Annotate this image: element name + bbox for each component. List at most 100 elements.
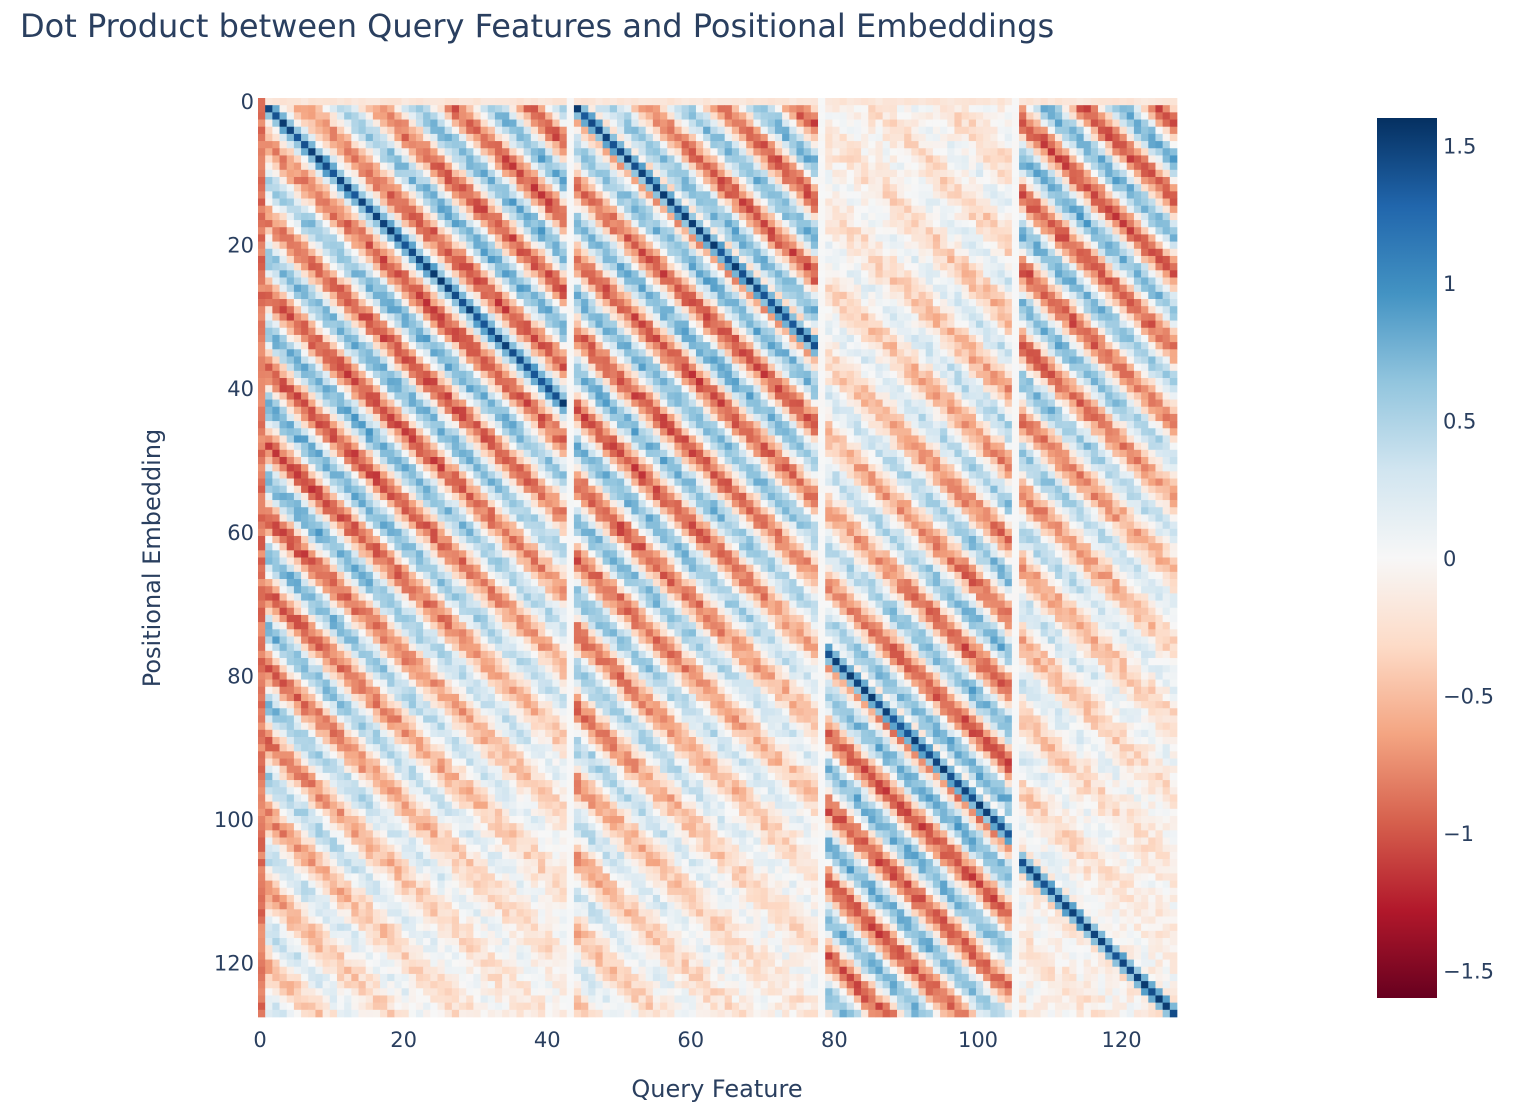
heatmap-cell [545, 198, 553, 207]
heatmap-cell [401, 220, 410, 228]
heatmap-cell [423, 291, 431, 300]
heatmap-cell [753, 313, 761, 321]
heatmap-cell [1090, 133, 1099, 142]
heatmap-cell [710, 133, 718, 142]
heatmap-cell [538, 176, 546, 185]
heatmap-cell [1011, 162, 1020, 171]
heatmap-cell [573, 342, 582, 350]
heatmap-cell [731, 126, 740, 135]
heatmap-cell [437, 327, 446, 336]
heatmap-cell [983, 306, 991, 314]
heatmap-cell [466, 291, 474, 300]
heatmap-cell [265, 277, 273, 286]
heatmap-cell [588, 105, 596, 113]
heatmap-cell [293, 263, 302, 271]
heatmap-cell [724, 277, 733, 286]
heatmap-cell [846, 212, 855, 221]
heatmap-cell [308, 320, 316, 329]
heatmap-cell [286, 370, 295, 379]
heatmap-cell [487, 105, 496, 113]
heatmap-cell [674, 284, 682, 293]
heatmap-cell [1090, 141, 1099, 149]
heatmap-cell [746, 119, 754, 128]
heatmap-cell [1119, 306, 1128, 314]
heatmap-cell [545, 212, 553, 221]
heatmap-cell [559, 299, 568, 307]
heatmap-cell [760, 176, 769, 185]
heatmap-cell [645, 169, 654, 178]
heatmap-cell [545, 299, 553, 307]
heatmap-cell [430, 270, 438, 278]
heatmap-cell [760, 105, 769, 113]
heatmap-cell [315, 320, 323, 329]
heatmap-cell [336, 133, 345, 142]
heatmap-cell [516, 291, 524, 300]
heatmap-cell [875, 334, 883, 343]
heatmap-cell [1026, 119, 1034, 128]
heatmap-cell [258, 291, 266, 300]
heatmap-cell [846, 313, 855, 321]
heatmap-cell [695, 241, 704, 250]
heatmap-cell [322, 327, 331, 336]
heatmap-cell [846, 270, 855, 278]
heatmap-cell [925, 313, 934, 321]
heatmap-cell [925, 133, 934, 142]
heatmap-cell [983, 169, 991, 178]
heatmap-cell [451, 169, 460, 178]
heatmap-cell [839, 176, 848, 185]
heatmap-cell [1148, 212, 1156, 221]
heatmap-cell [853, 363, 862, 372]
heatmap-cell [279, 255, 288, 264]
heatmap-cell [459, 105, 467, 113]
heatmap-cell [351, 148, 359, 156]
heatmap-cell [616, 241, 625, 250]
heatmap-cell [552, 162, 560, 171]
heatmap-cell [1054, 270, 1063, 278]
heatmap-cell [638, 255, 647, 264]
heatmap-cell [322, 176, 331, 185]
heatmap-cell [573, 105, 582, 113]
heatmap-cell [932, 205, 941, 214]
heatmap-cell [415, 320, 424, 329]
heatmap-cell [947, 291, 955, 300]
heatmap-cell [1004, 342, 1013, 350]
heatmap-cell [911, 363, 919, 372]
heatmap-cell [408, 133, 417, 142]
heatmap-cell [286, 320, 295, 329]
heatmap-cell [293, 327, 302, 336]
heatmap-cell [401, 248, 410, 257]
heatmap-cell [1126, 112, 1135, 120]
heatmap-cell [1119, 133, 1128, 142]
heatmap-cell [344, 148, 352, 156]
heatmap-cell [1090, 112, 1099, 120]
heatmap-cell [961, 162, 970, 171]
heatmap-cell [660, 306, 668, 314]
heatmap-cell [494, 112, 503, 120]
heatmap-cell [1062, 327, 1070, 336]
heatmap-cell [279, 162, 288, 171]
heatmap-cell [602, 105, 611, 113]
heatmap-cell [516, 370, 524, 379]
heatmap-cell [961, 277, 970, 286]
heatmap-cell [1148, 349, 1156, 357]
heatmap-cell [329, 241, 338, 250]
heatmap-cell [265, 270, 273, 278]
heatmap-cell [444, 212, 453, 221]
heatmap-cell [1076, 349, 1085, 357]
heatmap-cell [1141, 313, 1149, 321]
heatmap-cell [731, 291, 740, 300]
heatmap-cell [358, 227, 367, 235]
heatmap-cell [466, 320, 474, 329]
heatmap-cell [1076, 234, 1085, 242]
heatmap-cell [1141, 112, 1149, 120]
heatmap-cell [1026, 184, 1034, 192]
heatmap-cell [882, 133, 891, 142]
heatmap-cell [365, 248, 374, 257]
heatmap-cell [308, 212, 316, 221]
heatmap-cell [904, 212, 912, 221]
heatmap-cell [430, 184, 438, 192]
heatmap-cell [279, 299, 288, 307]
heatmap-cell [803, 320, 812, 329]
heatmap-cell [279, 284, 288, 293]
heatmap-cell [645, 119, 654, 128]
